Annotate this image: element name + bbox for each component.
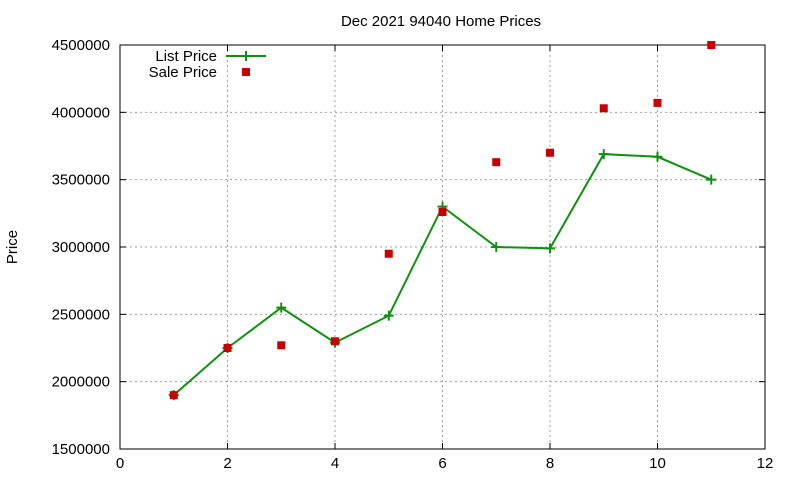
x-tick-label: 0 [116, 455, 124, 472]
list-price-point [706, 174, 717, 185]
x-tick-label: 2 [223, 455, 231, 472]
y-tick-label: 1500000 [52, 441, 110, 458]
x-tick-label: 4 [331, 455, 339, 472]
sale-price-point [438, 207, 447, 216]
list-price-point [598, 149, 609, 160]
x-tick-label: 10 [649, 455, 666, 472]
axis-tick-labels: 0 2 4 6 8 10 12 1500000 2000000 2500000 3000000 350… [52, 37, 774, 472]
y-tick-label: 2500000 [52, 306, 110, 323]
y-tick-label: 3000000 [52, 239, 110, 256]
y-tick-label: 4500000 [52, 37, 110, 54]
x-tick-label: 8 [546, 455, 554, 472]
sale-price-point [653, 98, 662, 107]
sale-price-point [169, 391, 178, 400]
list-price-point [276, 302, 287, 313]
sale-price-point [599, 104, 608, 113]
sale-price-point [707, 41, 716, 49]
list-price-point [491, 242, 502, 252]
y-axis-label: Price [4, 230, 21, 264]
sale-price-point [331, 337, 339, 346]
list-price-point [383, 310, 394, 321]
x-tick-label: 6 [438, 455, 446, 472]
axis-ticks [119, 44, 766, 450]
data-series [168, 41, 717, 401]
list-price-point [652, 151, 663, 162]
y-tick-label: 2000000 [52, 374, 110, 391]
y-tick-label: 4000000 [52, 104, 110, 121]
chart-title: Dec 2021 94040 Home Prices [341, 13, 541, 30]
legend-marker-sale-price [242, 68, 250, 76]
grid-lines [120, 45, 765, 449]
list-price-point [545, 243, 555, 254]
sale-price-point [384, 249, 393, 258]
sale-price-series [169, 41, 716, 400]
legend-label-list-price: List Price [155, 48, 217, 65]
legend-label-sale-price: Sale Price [149, 64, 217, 81]
y-tick-label: 3500000 [52, 172, 110, 189]
sale-price-point [277, 341, 286, 350]
sale-price-point [223, 344, 232, 352]
sale-price-point [492, 158, 501, 167]
legend-marker-list-price [241, 51, 251, 61]
x-tick-label: 12 [757, 455, 774, 472]
sale-price-point [546, 148, 554, 157]
